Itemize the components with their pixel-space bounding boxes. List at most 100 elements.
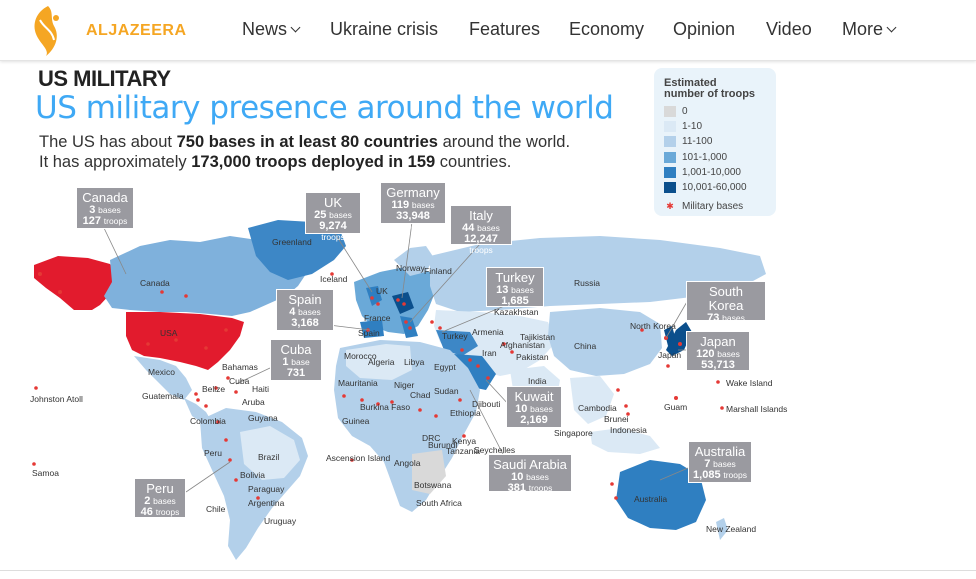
troops-unit: troops [401, 222, 425, 232]
map-label: North Korea [630, 321, 676, 331]
callout-troops: 12,247 troops [455, 234, 507, 256]
country-callout: Japan 120 bases 53,713 troops [686, 331, 750, 381]
map-label: Turkey [442, 331, 468, 341]
troops-unit: troops [706, 371, 730, 381]
chevron-down-icon [290, 22, 301, 33]
callout-country: Peru [146, 481, 174, 496]
bases-unit: bases [530, 404, 553, 414]
map-label: Mauritania [338, 378, 378, 388]
map-label: Ascension Island [326, 453, 391, 463]
country-callout: Cuba 1 base 731 troops [270, 339, 322, 389]
legend-row: 1,001-10,000 [664, 166, 741, 179]
nav-item-ukraine-crisis[interactable]: Ukraine crisis [330, 19, 438, 40]
map-label: Norway [396, 263, 425, 273]
troops-count: 1,085 [693, 469, 721, 481]
bases-unit: bases [511, 285, 534, 295]
bases-unit: bases [98, 205, 121, 215]
map-label: China [574, 341, 597, 351]
troops-unit: troops [103, 216, 128, 226]
legend-title: Estimated number of troops [664, 78, 774, 100]
nav-item-news[interactable]: News [242, 19, 301, 40]
legend-title-line: Estimated [664, 77, 717, 89]
legend-label: 10,001-60,000 [682, 182, 747, 193]
map-label: Armenia [472, 327, 504, 337]
country-callout: Spain 4 bases 3,168 troops [276, 289, 334, 339]
legend-row: 1-10 [664, 121, 702, 133]
callout-bases: 119 bases [385, 200, 441, 211]
map-label: Singapore [554, 428, 593, 438]
map-label: Australia [634, 494, 668, 504]
bases-count: 4 [289, 306, 296, 318]
callout-bases: 13 bases [491, 285, 539, 296]
legend-label: 1-10 [682, 121, 703, 133]
callout-troops: 53,713 troops [691, 360, 745, 382]
world-map [32, 220, 766, 560]
nav-item-video[interactable]: Video [766, 19, 812, 40]
bases-unit: bases [713, 459, 736, 469]
bases-count: 10 [511, 471, 524, 483]
map-label: Niger [394, 380, 415, 390]
troops-count: 731 [286, 367, 306, 379]
country-callout: Canada 3 bases 127 troops [76, 187, 134, 229]
troops-unit: troops [284, 379, 308, 389]
troops-count: 12,247 [464, 233, 498, 245]
map-label: New Zealand [706, 524, 757, 534]
map-label: Haiti [252, 384, 270, 394]
nav-item-features[interactable]: Features [469, 19, 540, 40]
bases-unit: bases [477, 223, 500, 233]
aljazeera-logo[interactable]: ALJAZEERA [18, 0, 186, 60]
asterisk-icon: ✱ [666, 201, 674, 211]
callout-bases: 120 bases [691, 349, 745, 360]
infographic-kicker: US MILITARY [38, 66, 171, 91]
map-label: Kazakhstan [494, 307, 539, 317]
nav-label: Economy [569, 19, 645, 39]
bases-count: 10 [515, 403, 528, 415]
map-label: Burkina Faso [360, 402, 411, 412]
callout-country: Saudi Arabia [493, 457, 567, 472]
legend-label: 1,001-10,000 [682, 166, 741, 178]
legend-label: 101-1,000 [682, 151, 728, 163]
country-callout: Australia 7 bases 1,085 troops [688, 441, 752, 483]
map-label: Greenland [272, 237, 312, 247]
subtitle-text: The US has about [39, 133, 177, 151]
bases-unit: bases [526, 472, 549, 482]
troops-count: 3,168 [291, 317, 319, 329]
troops-unit: troops [528, 483, 553, 493]
callout-troops: 381 troops [493, 483, 567, 494]
map-label: Johnston Atoll [30, 394, 83, 404]
callout-country: Turkey [495, 270, 535, 285]
top-navigation-bar: ALJAZEERA News Ukraine crisis Features E… [0, 0, 976, 61]
map-label: Samoa [32, 468, 59, 478]
map-label: Guam [664, 402, 688, 412]
subtitle-bold: 173,000 troops deployed in 159 [191, 153, 436, 171]
us-military-infographic: US MILITARY US military presence around … [0, 60, 976, 570]
nav-item-opinion[interactable]: Opinion [673, 19, 735, 40]
map-label: Egypt [434, 362, 456, 372]
map-label: Uruguay [264, 516, 297, 526]
nav-item-economy[interactable]: Economy [569, 19, 644, 40]
troops-unit: troops [293, 329, 317, 339]
nav-item-more[interactable]: More [842, 19, 897, 40]
map-label: Algeria [368, 357, 395, 367]
subtitle-text: countries. [435, 153, 512, 171]
subtitle-bold: 750 bases in at least 80 countries [176, 133, 438, 151]
map-label: Guinea [342, 416, 370, 426]
aljazeera-emblem-icon [34, 6, 59, 56]
legend-swatch [664, 182, 676, 193]
map-label: Tajikistan [520, 332, 555, 342]
map-label: Burundi [428, 440, 458, 450]
map-label: DRC [422, 433, 441, 443]
callout-bases: 4 bases [281, 307, 329, 318]
legend-row: 0 [664, 106, 688, 118]
map-label: Canada [140, 278, 170, 288]
map-label: India [528, 376, 547, 386]
callout-bases: 7 bases [693, 459, 747, 470]
map-label: Russia [574, 278, 600, 288]
callout-troops: 127 troops [81, 216, 129, 227]
infographic-title: US military presence around the world [35, 90, 614, 126]
callout-troops: 1,085 troops [693, 470, 747, 481]
troops-unit: troops [723, 470, 747, 480]
callout-bases: 44 bases [455, 223, 507, 234]
nav-label: Ukraine crisis [330, 19, 439, 39]
map-label: Japan [658, 350, 682, 360]
